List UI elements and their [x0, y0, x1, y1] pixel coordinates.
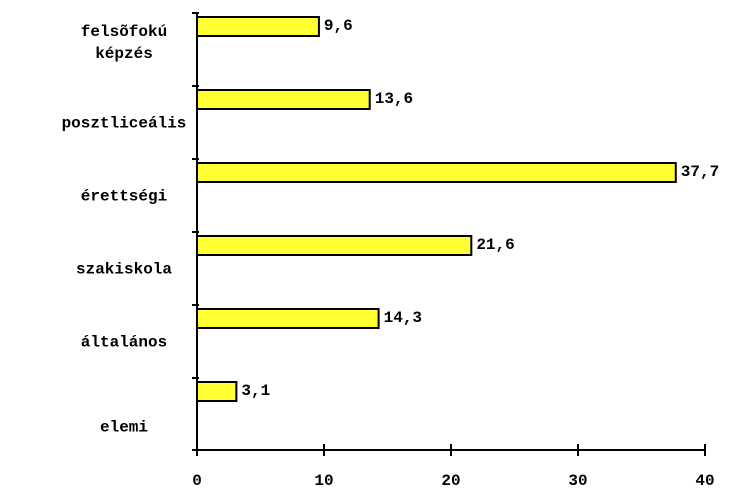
bars-group	[196, 16, 677, 402]
bar	[196, 16, 320, 37]
category-label: szakiskola	[76, 261, 172, 279]
labels-group: 3,1 elemi 14,3 általános 21,6 szakiskola 37,7 é…	[62, 17, 720, 490]
axes-group	[192, 12, 706, 456]
bar	[196, 89, 371, 110]
data-label: 9,6	[324, 17, 353, 35]
bar	[196, 308, 380, 329]
category-label: felsõfokú képzés	[81, 23, 167, 63]
category-label: elemi	[100, 419, 148, 437]
data-label: 14,3	[384, 309, 422, 327]
category-label: általános	[81, 334, 167, 352]
bar	[196, 381, 238, 402]
bar	[196, 162, 677, 183]
category-label: érettségi	[81, 188, 167, 206]
data-label: 37,7	[681, 163, 719, 181]
x-tick-label: 0	[192, 472, 202, 490]
bar	[196, 235, 473, 256]
x-tick-label: 20	[441, 472, 460, 490]
x-tick-label: 10	[314, 472, 333, 490]
x-tick-label: 40	[695, 472, 714, 490]
data-label: 21,6	[476, 236, 514, 254]
data-label: 3,1	[241, 382, 270, 400]
data-label: 13,6	[375, 90, 413, 108]
category-label: posztliceális	[62, 115, 187, 133]
x-tick-label: 30	[568, 472, 587, 490]
